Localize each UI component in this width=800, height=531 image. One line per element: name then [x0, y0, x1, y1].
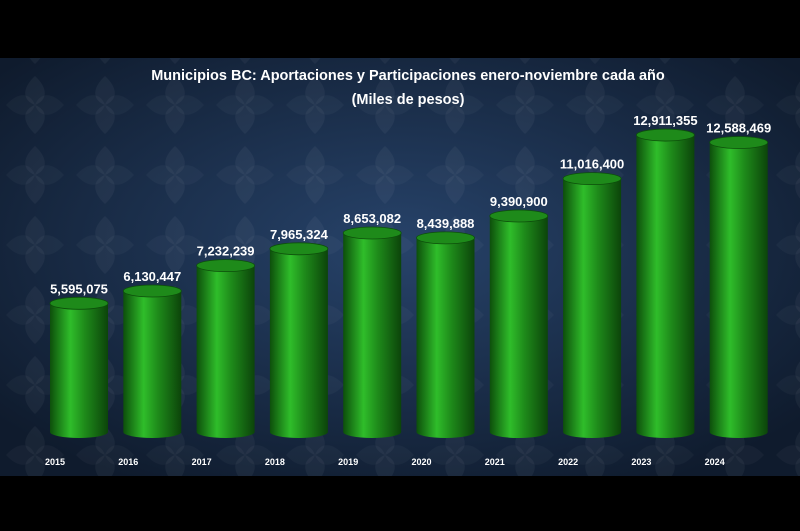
data-label: 12,911,355: [633, 113, 697, 128]
chart-subtitle: (Miles de pesos): [352, 92, 465, 108]
bar-body: [416, 237, 475, 438]
x-tick-label: 2022: [558, 457, 578, 467]
x-tick-label: 2023: [631, 457, 651, 467]
bar-body: [563, 178, 622, 438]
data-label: 9,390,900: [490, 194, 548, 209]
bar-body: [636, 135, 695, 439]
x-tick-label: 2017: [192, 457, 212, 467]
bar: [709, 136, 769, 438]
x-tick-label: 2015: [45, 457, 65, 467]
bar-top-cap: [636, 128, 695, 142]
bar: [49, 296, 109, 438]
bar: [342, 226, 402, 438]
data-label: 6,130,447: [123, 269, 181, 284]
bar-body: [269, 248, 328, 438]
bar-top-cap: [342, 226, 402, 240]
data-label: 8,653,082: [343, 211, 401, 226]
bar-top-cap: [122, 284, 182, 298]
x-tick-label: 2024: [705, 457, 725, 467]
bar-top-cap: [196, 259, 256, 273]
bar: [562, 172, 622, 438]
bar-top-cap: [49, 296, 109, 310]
bars-group: [49, 128, 769, 439]
x-tick-label: 2016: [118, 457, 138, 467]
data-label: 7,965,324: [270, 227, 329, 242]
bar-body: [489, 216, 548, 438]
bar-body: [50, 303, 108, 438]
bar-body: [709, 142, 768, 438]
bar: [416, 231, 475, 438]
bar-body: [123, 290, 182, 438]
bar-body: [196, 265, 255, 438]
x-tick-label: 2019: [338, 457, 358, 467]
bar: [196, 259, 256, 438]
bar: [489, 209, 549, 438]
x-tick-label: 2018: [265, 457, 285, 467]
bar-top-cap: [416, 231, 475, 245]
bar-top-cap: [269, 242, 329, 256]
data-label: 5,595,075: [50, 281, 108, 296]
x-tick-label: 2020: [411, 457, 431, 467]
bar-top-cap: [562, 172, 622, 186]
data-label: 11,016,400: [560, 157, 624, 172]
data-label: 12,588,469: [706, 120, 771, 135]
bar: [122, 284, 182, 438]
data-label: 8,439,888: [417, 216, 475, 231]
bar: [269, 242, 329, 438]
chart-title: Municipios BC: Aportaciones y Participac…: [151, 68, 665, 84]
bar-top-cap: [709, 136, 769, 149]
bar-body: [343, 232, 402, 438]
data-label: 7,232,239: [197, 244, 255, 259]
bar-top-cap: [489, 209, 549, 223]
bar: [636, 128, 695, 439]
value-labels-group: 5,595,075 6,130,447 7,232,239 7,965,324 8,65…: [50, 113, 771, 296]
x-tick-labels-group: 2015 2016 2017 2018 2019 2020 2021 2022 2023 2024: [45, 457, 725, 467]
x-tick-label: 2021: [485, 457, 505, 467]
